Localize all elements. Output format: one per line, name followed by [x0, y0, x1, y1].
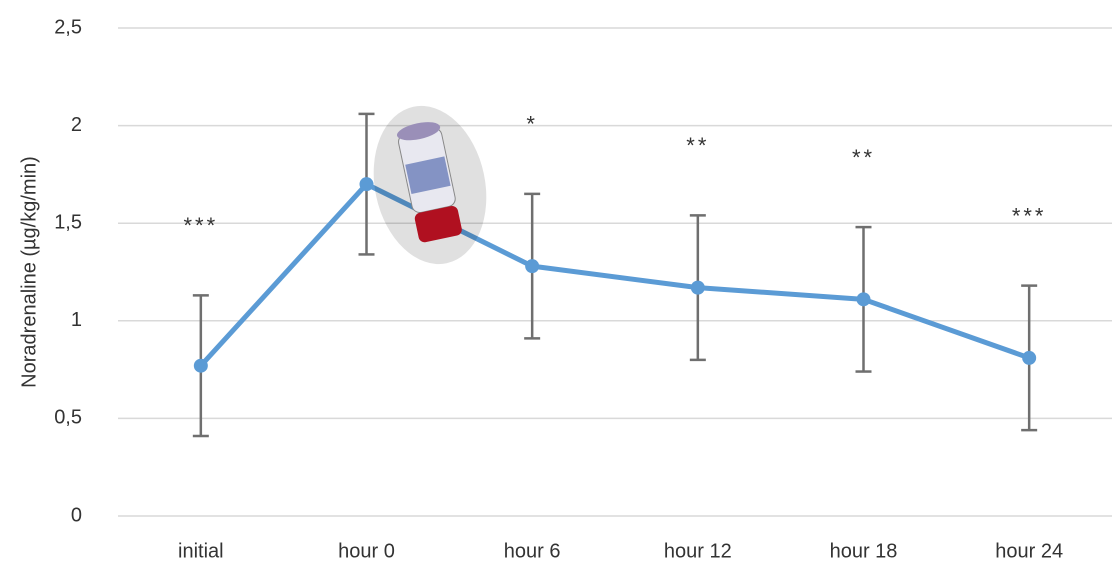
significance-label: ** — [686, 133, 709, 158]
y-tick-label: 1 — [71, 309, 82, 331]
series-line — [201, 184, 1029, 366]
significance-label: *** — [1012, 203, 1047, 228]
data-point — [360, 177, 374, 191]
y-tick-label: 0 — [71, 504, 82, 526]
y-tick-label: 2,5 — [54, 16, 82, 38]
x-tick-label: hour 0 — [338, 540, 395, 562]
y-axis-label: Noradrenaline (µg/kg/min) — [18, 156, 40, 388]
x-tick-label: hour 18 — [830, 540, 898, 562]
x-tick-label: initial — [178, 540, 224, 562]
x-tick-label: hour 24 — [995, 540, 1063, 562]
data-point — [1022, 351, 1036, 365]
data-point — [857, 292, 871, 306]
data-point — [691, 281, 705, 295]
data-point — [194, 359, 208, 373]
significance-label: ** — [852, 145, 875, 170]
x-tick-label: hour 6 — [504, 540, 561, 562]
significance-label: * — [526, 112, 538, 137]
y-tick-label: 1,5 — [54, 211, 82, 233]
x-tick-label: hour 12 — [664, 540, 732, 562]
chart: Noradrenaline (µg/kg/min) 0 0,5 1 1,5 2 2,5 in… — [0, 0, 1112, 566]
y-tick-label: 2 — [71, 114, 82, 136]
significance-label: *** — [183, 213, 218, 238]
y-tick-label: 0,5 — [54, 407, 82, 429]
data-point — [525, 259, 539, 273]
decorative-vial — [360, 95, 501, 274]
